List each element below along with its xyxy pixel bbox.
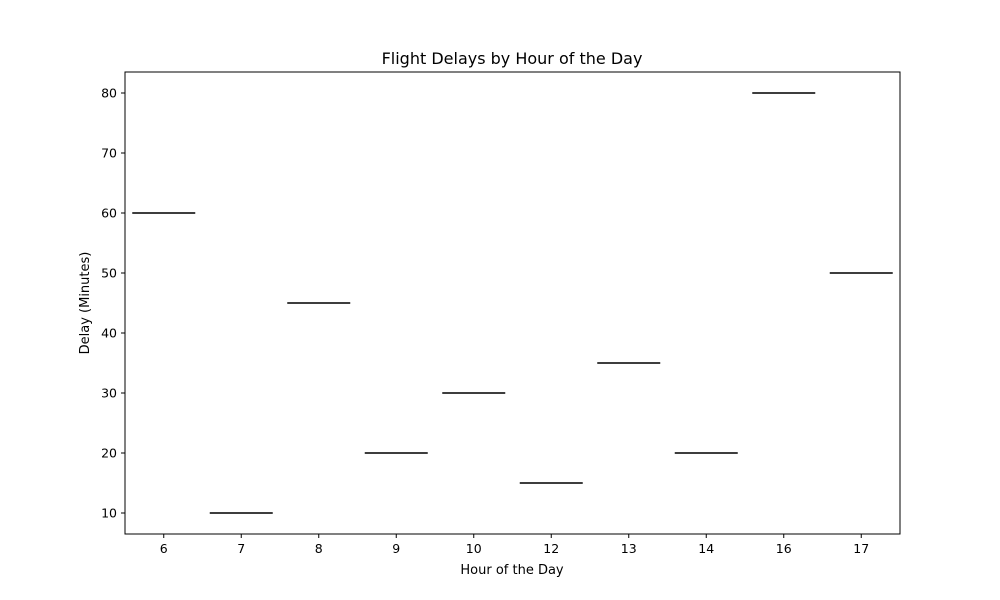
x-axis: 6 7 8 9 10 12 13 14 16 17 <box>160 534 869 556</box>
y-axis-label: Delay (Minutes) <box>78 252 93 355</box>
x-tick-label: 17 <box>853 541 869 556</box>
chart-title: Flight Delays by Hour of the Day <box>382 49 643 68</box>
y-tick-label: 60 <box>101 206 117 221</box>
y-tick-label: 70 <box>101 146 117 161</box>
y-tick-label: 50 <box>101 266 117 281</box>
y-tick-label: 80 <box>101 86 117 101</box>
x-tick-label: 9 <box>392 541 400 556</box>
x-tick-label: 10 <box>466 541 482 556</box>
x-tick-label: 8 <box>315 541 323 556</box>
plot-area <box>124 71 901 535</box>
x-axis-label: Hour of the Day <box>460 563 564 578</box>
y-tick-label: 40 <box>101 326 117 341</box>
box-series <box>132 92 893 514</box>
x-tick-label: 12 <box>543 541 559 556</box>
x-tick-label: 13 <box>621 541 637 556</box>
x-tick-label: 6 <box>160 541 168 556</box>
x-tick-label: 14 <box>698 541 714 556</box>
x-tick-label: 7 <box>237 541 245 556</box>
x-tick-label: 16 <box>776 541 792 556</box>
y-tick-label: 30 <box>101 386 117 401</box>
y-tick-label: 20 <box>101 446 117 461</box>
y-tick-label: 10 <box>101 506 117 521</box>
y-axis: 10 20 30 40 50 60 70 80 <box>101 86 125 521</box>
